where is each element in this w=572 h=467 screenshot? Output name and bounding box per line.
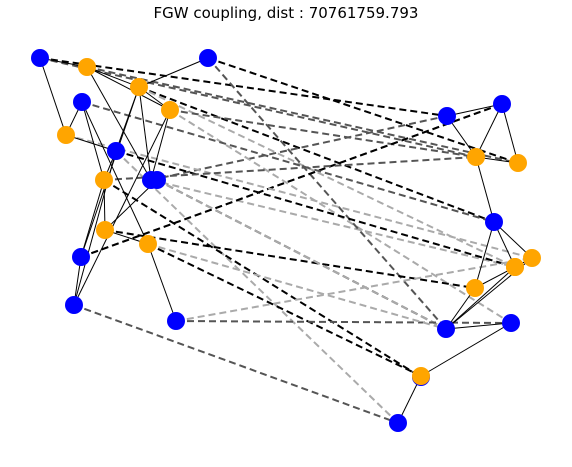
- coupling-line: [80, 103, 503, 258]
- graph-edge: [501, 103, 519, 164]
- blue-node: [485, 213, 503, 231]
- blue-node: [437, 320, 455, 338]
- coupling-line: [115, 150, 516, 268]
- orange-node: [161, 101, 179, 119]
- coupling-line: [175, 257, 533, 322]
- graph-edge: [86, 66, 171, 111]
- orange-node: [467, 148, 485, 166]
- blue-node: [148, 171, 166, 189]
- blue-node: [438, 107, 456, 125]
- orange-node: [96, 221, 114, 239]
- graph-edge: [81, 101, 105, 181]
- graph-edge: [80, 179, 105, 258]
- orange-node: [509, 154, 527, 172]
- graph-edge: [138, 57, 209, 88]
- coupling-line: [150, 115, 448, 181]
- coupling-lines: [39, 57, 533, 424]
- graph-edge: [446, 103, 503, 117]
- graph-edge: [147, 243, 177, 322]
- coupling-line: [207, 57, 447, 330]
- blue-node: [502, 314, 520, 332]
- coupling-line: [175, 320, 512, 324]
- graph-edge: [73, 109, 171, 306]
- blue-node: [31, 49, 49, 67]
- coupling-line: [86, 66, 519, 164]
- graph-edge: [81, 101, 149, 245]
- graph-edge: [86, 66, 152, 181]
- graph-edge: [420, 322, 512, 377]
- graph-edge: [86, 66, 140, 88]
- coupling-line: [39, 57, 448, 117]
- graph-edge: [475, 156, 495, 223]
- orange-node: [78, 58, 96, 76]
- graph-nodes: [31, 49, 541, 432]
- graph-edge: [138, 86, 152, 181]
- coupling-line: [65, 134, 533, 259]
- coupling-line: [147, 243, 422, 377]
- blue-node: [65, 296, 83, 314]
- orange-node: [523, 249, 541, 267]
- blue-node: [167, 312, 185, 330]
- orange-node: [57, 126, 75, 144]
- orange-node: [95, 171, 113, 189]
- coupling-line: [104, 229, 476, 289]
- graph-edge: [474, 221, 495, 289]
- coupling-line: [39, 57, 477, 158]
- blue-node: [73, 93, 91, 111]
- coupling-line: [73, 304, 399, 424]
- coupling-line: [147, 243, 447, 330]
- orange-node: [466, 279, 484, 297]
- graph-edge: [39, 57, 67, 136]
- orange-node: [412, 367, 430, 385]
- orange-node: [130, 78, 148, 96]
- orange-node: [506, 258, 524, 276]
- blue-node: [389, 414, 407, 432]
- blue-node: [107, 142, 125, 160]
- blue-node: [199, 49, 217, 67]
- coupling-line: [156, 179, 447, 330]
- coupling-line: [103, 156, 477, 181]
- blue-node: [493, 95, 511, 113]
- coupling-line: [150, 179, 516, 268]
- coupling-line: [103, 179, 422, 378]
- blue-node: [72, 248, 90, 266]
- graph-edge: [445, 266, 516, 330]
- coupling-line: [81, 101, 495, 223]
- graph-edge: [445, 322, 512, 330]
- graph-edge: [475, 103, 503, 158]
- graph-edge: [115, 86, 140, 152]
- graph-edge: [150, 109, 171, 181]
- coupling-line: [169, 109, 477, 158]
- figure-title: FGW coupling, dist : 70761759.793: [153, 4, 419, 22]
- orange-node: [139, 235, 157, 253]
- coupling-line: [138, 86, 495, 223]
